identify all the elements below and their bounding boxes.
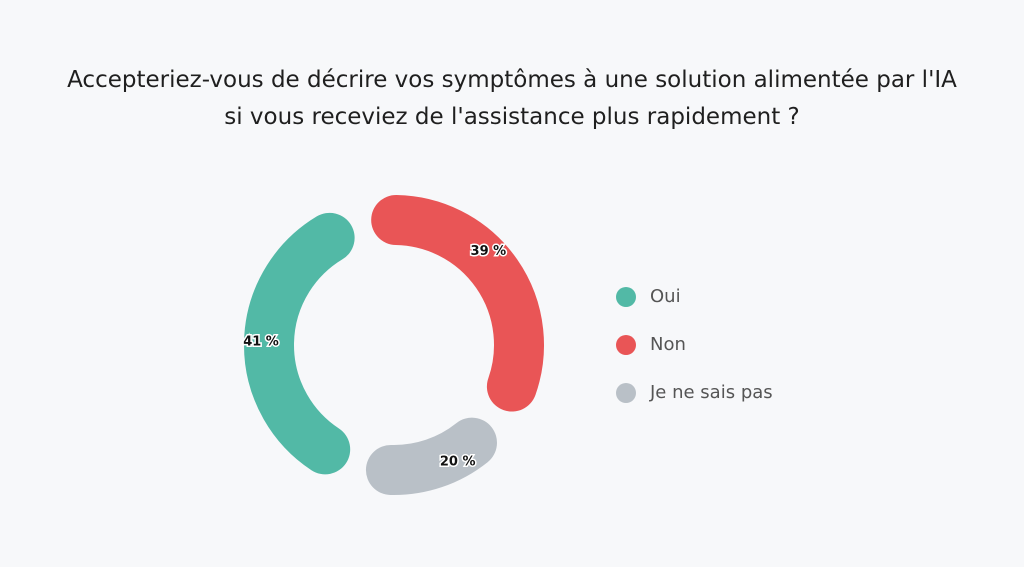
chart-title: Accepteriez-vous de décrire vos symptôme…: [67, 67, 957, 130]
legend-marker: [616, 287, 636, 307]
value-label: 41 %: [243, 335, 279, 350]
legend-label: Oui: [650, 286, 681, 307]
legend-label: Je ne sais pas: [649, 382, 773, 403]
legend-marker: [616, 383, 636, 403]
value-label: 20 %: [440, 454, 476, 469]
legend-marker: [616, 335, 636, 355]
value-label: 39 %: [471, 244, 507, 259]
legend-label: Non: [650, 334, 686, 355]
donut-segment: [365, 417, 497, 495]
donut-segment: [244, 212, 355, 475]
donut-segment: [371, 195, 544, 412]
